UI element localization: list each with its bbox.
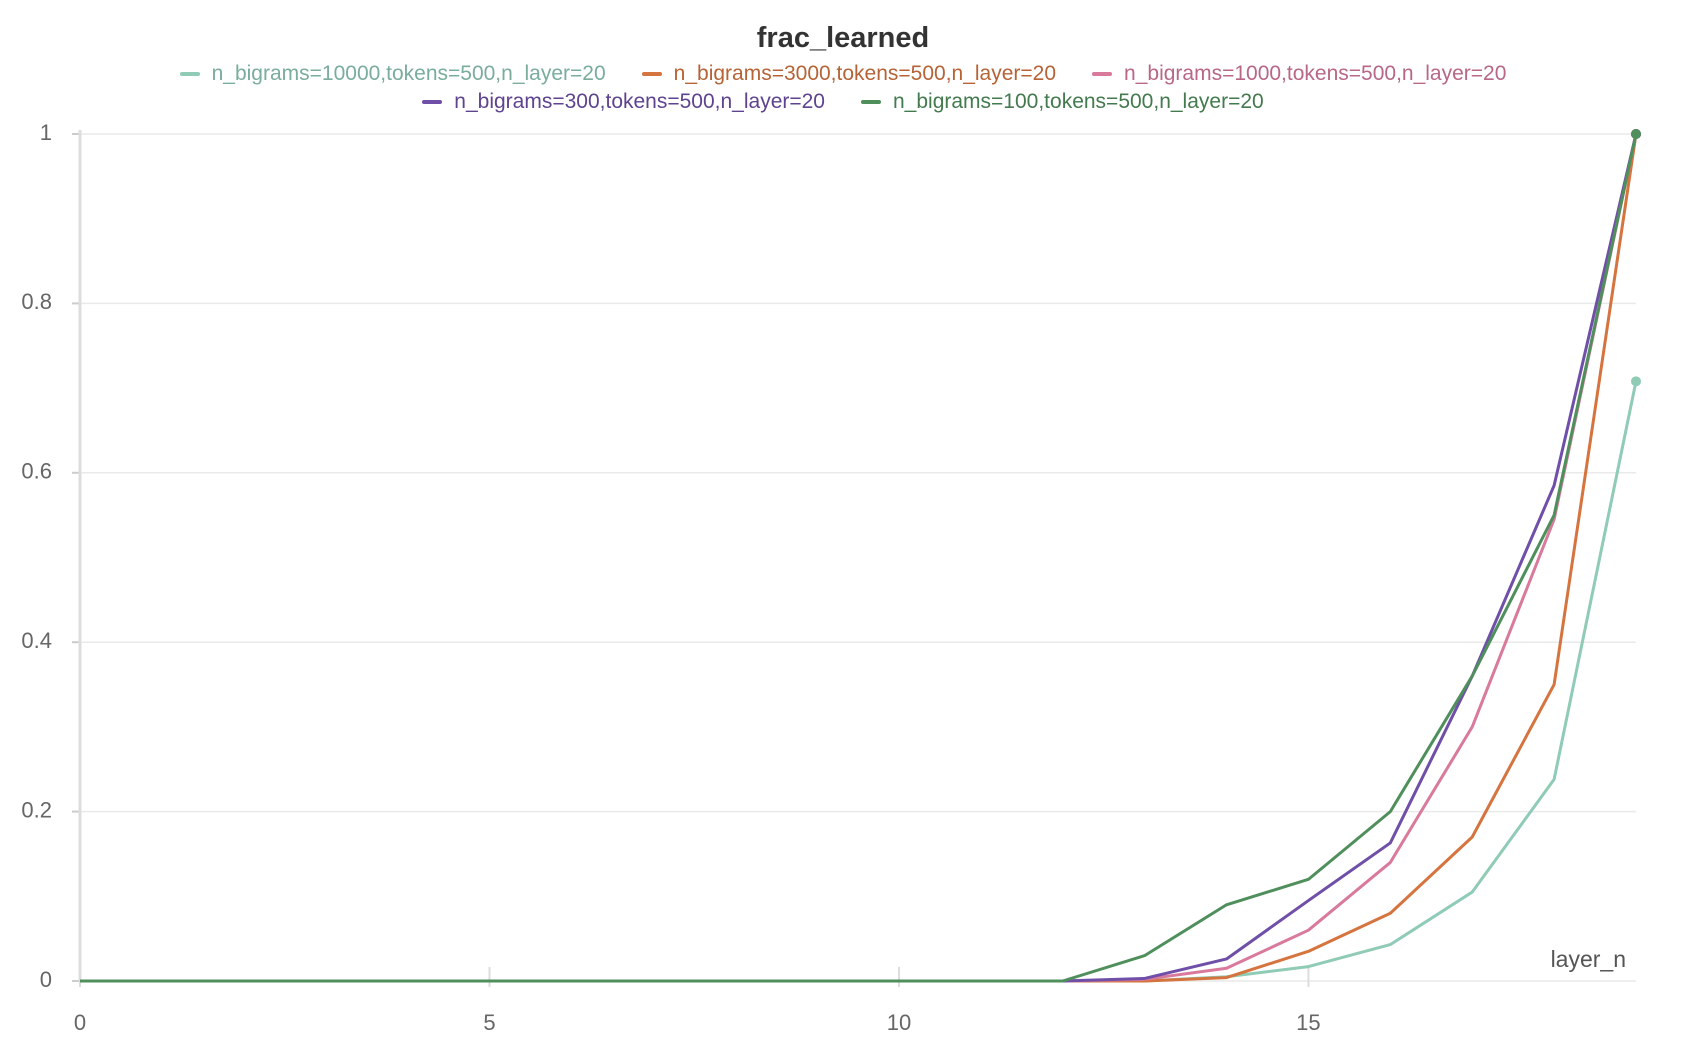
legend-label: n_bigrams=100,tokens=500,n_layer=20 [893,90,1264,113]
x-tick-label: 10 [887,1010,911,1035]
x-tick-label: 15 [1296,1010,1320,1035]
x-tick-label: 5 [483,1010,495,1035]
y-tick-label: 0.4 [21,628,52,653]
legend-swatch [861,100,881,104]
legend-label: n_bigrams=300,tokens=500,n_layer=20 [454,90,825,113]
legend-item[interactable]: n_bigrams=100,tokens=500,n_layer=20 [861,90,1264,114]
end-point [1631,129,1641,139]
series-line [80,133,1638,983]
legend-item[interactable]: n_bigrams=3000,tokens=500,n_layer=20 [641,62,1057,86]
chart-title: frac_learned [756,22,930,54]
legend: n_bigrams=10000,tokens=500,n_layer=20 n_b… [118,62,1568,114]
legend-item[interactable]: n_bigrams=1000,tokens=500,n_layer=20 [1092,62,1506,86]
legend-swatch [641,72,662,76]
legend-item[interactable]: n_bigrams=300,tokens=500,n_layer=20 [422,90,825,114]
end-point [1631,376,1641,387]
legend-item[interactable]: n_bigrams=10000,tokens=500,n_layer=20 [179,62,606,86]
series-line [80,133,1638,983]
series-line [80,133,1638,983]
y-tick-label: 0 [40,967,52,992]
series-line [80,133,1638,983]
y-tick-label: 1 [40,120,52,145]
legend-swatch [179,72,200,76]
y-tick-label: 0.8 [21,289,52,314]
y-tick-label: 0.6 [21,459,52,484]
x-axis-label: layer_n [1551,946,1626,972]
series-line [80,381,1638,983]
legend-swatch [1092,72,1113,76]
x-tick-label: 0 [74,1010,86,1035]
legend-label: n_bigrams=3000,tokens=500,n_layer=20 [673,62,1057,85]
legend-label: n_bigrams=10000,tokens=500,n_layer=20 [211,62,606,85]
legend-label: n_bigrams=1000,tokens=500,n_layer=20 [1124,62,1507,85]
legend-swatch [422,100,443,104]
y-tick-label: 0.2 [21,797,52,822]
